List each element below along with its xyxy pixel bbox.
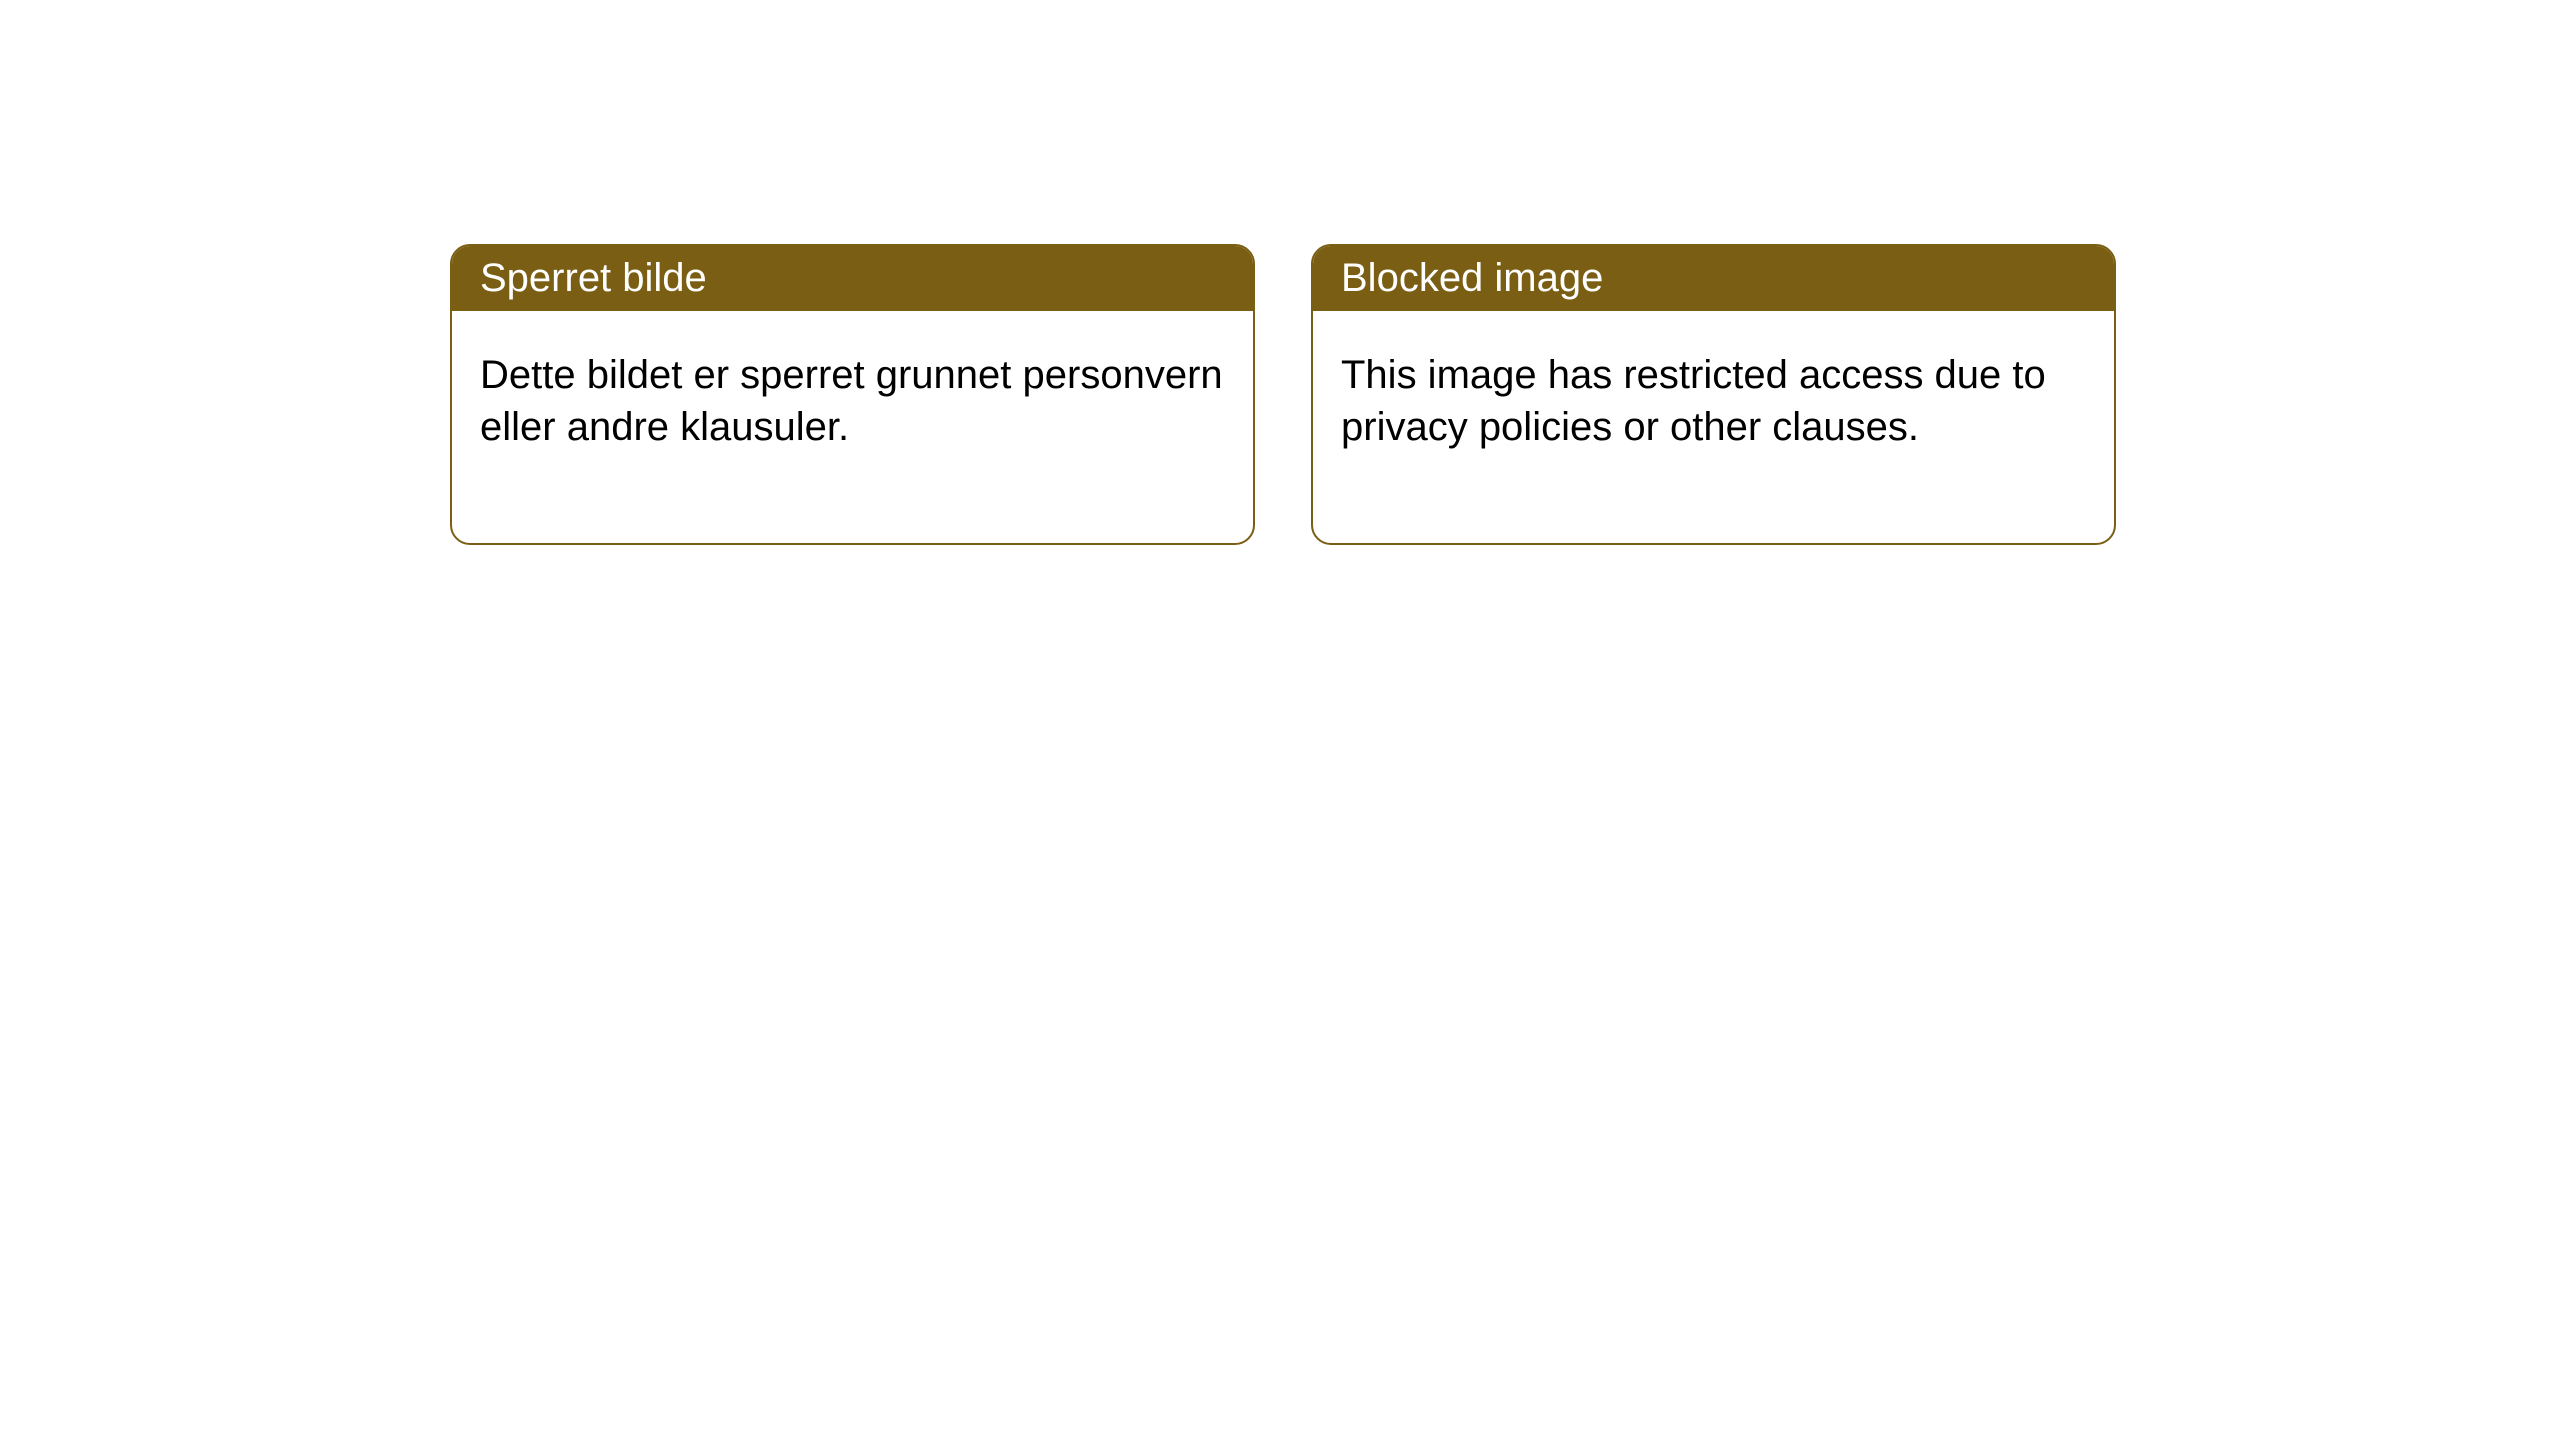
notice-body: This image has restricted access due to … [1313,311,2114,543]
notice-body: Dette bildet er sperret grunnet personve… [452,311,1253,543]
notice-title: Blocked image [1313,246,2114,311]
notice-card-english: Blocked image This image has restricted … [1311,244,2116,545]
notice-card-norwegian: Sperret bilde Dette bildet er sperret gr… [450,244,1255,545]
notice-container: Sperret bilde Dette bildet er sperret gr… [0,0,2560,545]
notice-title: Sperret bilde [452,246,1253,311]
